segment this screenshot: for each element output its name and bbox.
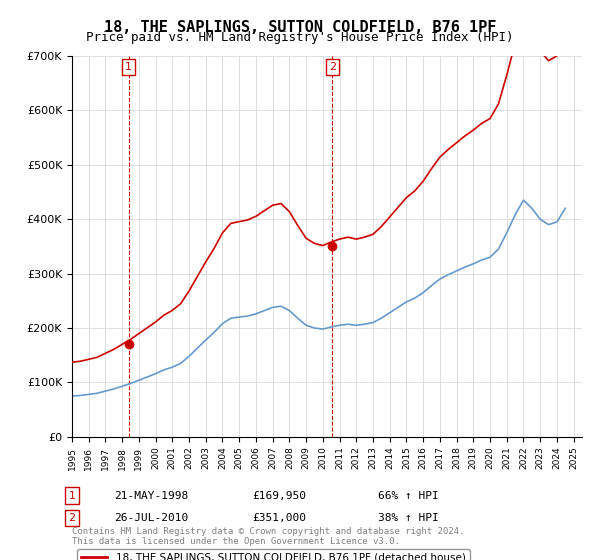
Legend: 18, THE SAPLINGS, SUTTON COLDFIELD, B76 1PF (detached house), HPI: Average price: 18, THE SAPLINGS, SUTTON COLDFIELD, B76 … [77, 549, 470, 560]
Text: 2: 2 [329, 62, 336, 72]
Text: Price paid vs. HM Land Registry's House Price Index (HPI): Price paid vs. HM Land Registry's House … [86, 31, 514, 44]
Text: 2: 2 [68, 513, 76, 523]
Text: 38% ↑ HPI: 38% ↑ HPI [378, 513, 439, 523]
Text: £169,950: £169,950 [252, 491, 306, 501]
Text: £351,000: £351,000 [252, 513, 306, 523]
Text: 1: 1 [68, 491, 76, 501]
Text: 66% ↑ HPI: 66% ↑ HPI [378, 491, 439, 501]
Text: 1: 1 [125, 62, 132, 72]
Text: Contains HM Land Registry data © Crown copyright and database right 2024.
This d: Contains HM Land Registry data © Crown c… [72, 526, 464, 546]
Text: 18, THE SAPLINGS, SUTTON COLDFIELD, B76 1PF: 18, THE SAPLINGS, SUTTON COLDFIELD, B76 … [104, 20, 496, 35]
Text: 26-JUL-2010: 26-JUL-2010 [114, 513, 188, 523]
Text: 21-MAY-1998: 21-MAY-1998 [114, 491, 188, 501]
